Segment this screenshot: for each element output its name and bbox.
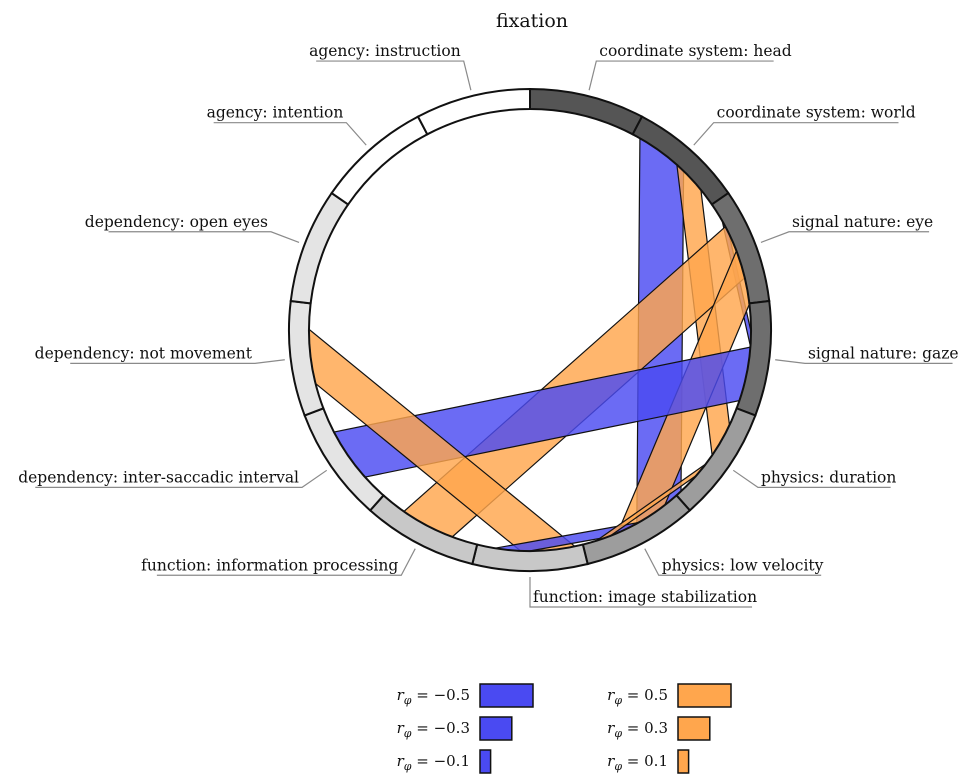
leader-line-agency-instruction: [316, 60, 472, 91]
label-dependency-inter-saccadic-interval: dependency: inter-saccadic interval: [18, 468, 299, 486]
label-coordinate-system-world: coordinate system: world: [717, 104, 916, 122]
label-physics-low-velocity: physics: low velocity: [662, 556, 824, 574]
leader-line-function-information-processing: [156, 548, 416, 576]
leader-line-coordinate-system-head: [588, 60, 774, 91]
label-dependency-open-eyes: dependency: open eyes: [85, 213, 268, 231]
leader-line-coordinate-system-world: [693, 122, 899, 146]
leader-line-dependency-inter-saccadic-interval: [35, 469, 328, 488]
segment-coordinate-system-head: [529, 87, 644, 136]
segment-ring: [288, 87, 772, 572]
label-agency-instruction: agency: instruction: [309, 42, 461, 60]
label-function-image-stabilization: function: image stabilization: [533, 588, 757, 606]
legend-swatch-0-3: [479, 716, 513, 741]
legend-label-0-5: rφ = 0.5: [607, 686, 668, 707]
legend-swatch-0-3: [677, 716, 711, 741]
legend-label-0-3: rφ = −0.3: [397, 719, 470, 740]
label-signal-nature-gaze: signal nature: gaze: [808, 344, 959, 362]
label-physics-duration: physics: duration: [761, 468, 896, 486]
segment-dependency-open-eyes: [289, 191, 350, 305]
segment-agency-intention: [330, 115, 429, 206]
leader-line-dependency-not-movement: [70, 359, 285, 364]
legend: rφ = −0.5 rφ = −0.3 rφ = −0.1 rφ = 0.5 rφ = …: [397, 683, 732, 774]
legend-swatch-0-5: [677, 683, 732, 708]
label-dependency-not-movement: dependency: not movement: [35, 344, 253, 362]
legend-swatch-0-5: [479, 683, 534, 708]
leader-line-agency-intention: [213, 122, 367, 146]
leader-line-physics-low-velocity: [644, 548, 822, 576]
diagram-title: fixation: [496, 10, 568, 32]
legend-label-0-1: rφ = 0.1: [607, 752, 668, 773]
label-signal-nature-eye: signal nature: eye: [792, 213, 933, 231]
label-coordinate-system-head: coordinate system: head: [599, 42, 791, 60]
segment-agency-instruction: [416, 87, 531, 136]
legend-label-0-3: rφ = 0.3: [607, 719, 668, 740]
label-agency-intention: agency: intention: [207, 104, 344, 122]
leader-line-signal-nature-eye: [760, 231, 930, 243]
legend-swatch-0-1: [479, 749, 492, 774]
leader-line-function-image-stabilization: [529, 577, 753, 608]
label-function-information-processing: function: information processing: [141, 556, 398, 574]
legend-label-0-1: rφ = −0.1: [397, 752, 470, 773]
leader-line-dependency-open-eyes: [108, 231, 300, 243]
legend-label-0-5: rφ = −0.5: [397, 686, 470, 707]
leader-line-signal-nature-gaze: [775, 359, 953, 364]
legend-swatch-0-1: [677, 749, 690, 774]
segment-labels: coordinate system: head coordinate system…: [18, 42, 959, 608]
leader-line-physics-duration: [732, 469, 891, 488]
